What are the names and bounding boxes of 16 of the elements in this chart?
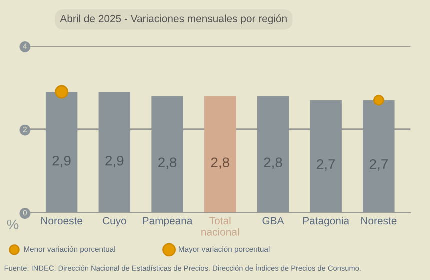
data-label: 2,7	[370, 159, 388, 171]
x-tick-label: Total nacional	[202, 216, 240, 236]
chart-title: Abril de 2025 - Variaciones mensuales por región	[60, 14, 287, 25]
x-tick-label: Cuyo	[103, 217, 126, 227]
x-tick-label: Noreste	[362, 217, 397, 225]
data-label: 2,8	[158, 158, 177, 170]
data-label: 2,9	[52, 156, 71, 168]
x-tick-label: Patagonia	[303, 216, 350, 227]
x-tick-label: GBA	[262, 217, 284, 225]
x-tick-label: Noroeste	[42, 217, 82, 225]
data-label: 2,7	[317, 159, 336, 171]
y-axis-title: %	[7, 220, 19, 230]
data-label: 2,8	[264, 158, 282, 170]
data-label: 2,9	[106, 156, 124, 168]
x-tick-label: Pampeana	[143, 217, 193, 227]
data-label: 2,8	[211, 158, 230, 170]
